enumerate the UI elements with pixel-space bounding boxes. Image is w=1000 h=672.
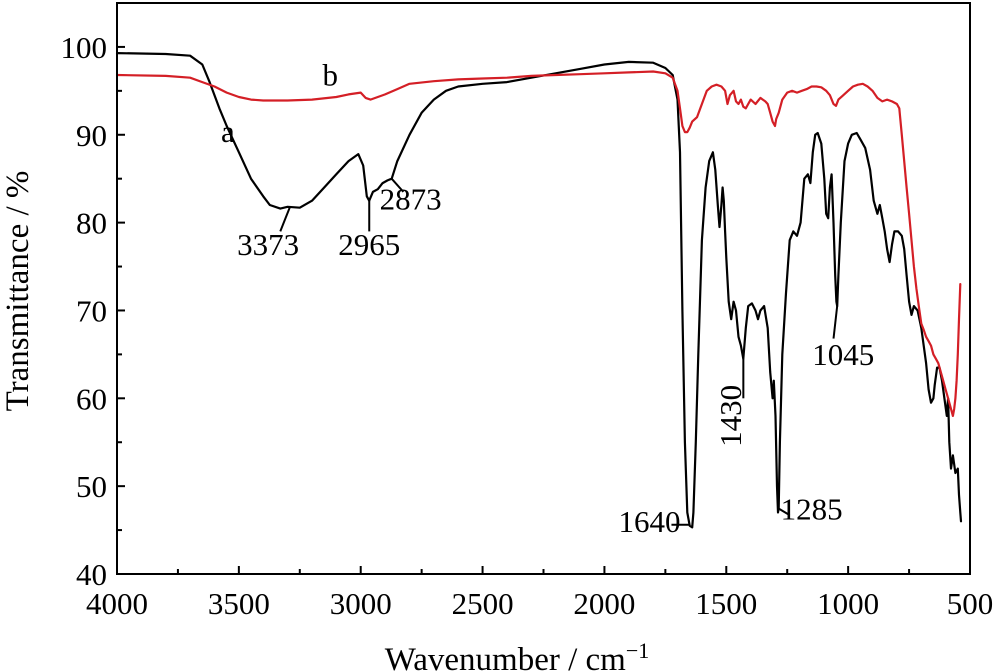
annotation-label: 1285	[781, 492, 843, 527]
annotation-label: 2965	[338, 227, 400, 262]
y-tick-label: 90	[76, 118, 107, 153]
x-axis-ticks: 4000 3500 3000 2500 2000 1500 1000 500	[86, 566, 993, 621]
annotation-label: 1430	[713, 385, 748, 447]
annotation-label: a	[221, 114, 235, 149]
series-line-b	[115, 70, 962, 417]
x-tick-label: 2000	[573, 586, 635, 621]
y-tick-label: 80	[76, 206, 107, 241]
annotation-leader	[390, 178, 405, 193]
annotations-group: a b 3373 2965 2873 1640 1430 1285 1045	[221, 58, 874, 539]
annotation-leader	[279, 206, 291, 232]
annotation-label: 1045	[812, 337, 874, 372]
annotation-label: 1640	[619, 504, 681, 539]
annotation-label: 3373	[237, 227, 299, 262]
x-tick-label: 2500	[452, 586, 514, 621]
series-group	[115, 52, 963, 529]
y-tick-label: 100	[61, 30, 108, 65]
y-tick-label: 60	[76, 381, 107, 416]
x-tick-label: 500	[947, 586, 994, 621]
series-line-a	[115, 52, 963, 529]
annotation-leader	[832, 305, 839, 339]
x-tick-label: 1000	[817, 586, 879, 621]
y-axis-title: Transmittance / %	[0, 171, 36, 412]
x-tick-label: 3500	[208, 586, 270, 621]
y-axis-ticks: 40 50 60 70 80 90 100	[61, 30, 125, 592]
x-tick-label: 1500	[695, 586, 757, 621]
x-tick-label: 4000	[86, 586, 148, 621]
annotation-label: b	[323, 58, 339, 93]
annotation-label: 2873	[380, 181, 442, 216]
y-tick-label: 40	[76, 557, 107, 592]
y-tick-label: 70	[76, 293, 107, 328]
x-tick-label: 3000	[330, 586, 392, 621]
annotation-leader	[777, 507, 791, 517]
y-tick-label: 50	[76, 469, 107, 504]
x-axis-title: Wavenumber / cm−1	[385, 638, 650, 672]
